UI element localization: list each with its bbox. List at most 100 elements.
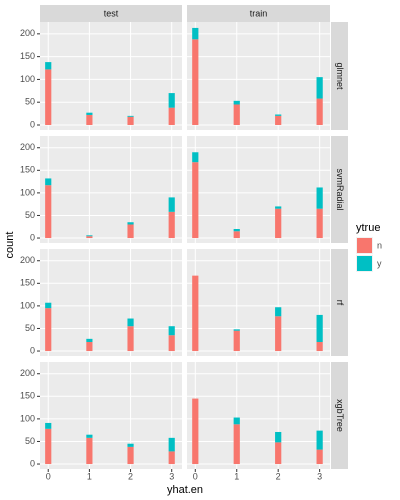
- x-tick-label: 1: [87, 471, 92, 481]
- y-tick-label: 150: [20, 391, 35, 401]
- bar: [275, 115, 282, 125]
- bar: [275, 431, 282, 443]
- bar: [45, 302, 52, 309]
- bar: [275, 206, 282, 209]
- bar: [168, 211, 175, 239]
- bar: [192, 39, 199, 125]
- panel: [40, 22, 182, 130]
- bar: [168, 451, 175, 465]
- facet-label: glmnet: [335, 62, 345, 90]
- facet-strip: [331, 22, 348, 130]
- y-tick-label: 50: [25, 97, 35, 107]
- y-tick-label: 50: [25, 436, 35, 446]
- x-tick-label: 0: [193, 471, 198, 481]
- bar: [316, 430, 323, 450]
- legend-key: [357, 256, 372, 271]
- legend-label: y: [377, 258, 382, 268]
- bar: [275, 442, 282, 465]
- bar: [45, 422, 52, 429]
- x-tick-label: 3: [317, 471, 322, 481]
- bar: [316, 208, 323, 239]
- bar: [45, 428, 52, 465]
- bar: [86, 434, 93, 438]
- y-tick-label: 200: [20, 28, 35, 38]
- bar: [168, 107, 175, 125]
- bar: [192, 398, 199, 465]
- y-tick-label: 150: [20, 51, 35, 61]
- y-tick-label: 0: [30, 232, 35, 242]
- panel: [40, 249, 182, 356]
- panel: [40, 136, 182, 243]
- bar: [316, 77, 323, 99]
- bar: [316, 187, 323, 209]
- bar: [233, 417, 240, 425]
- bar: [86, 342, 93, 352]
- facet-strip: [331, 136, 348, 243]
- legend-title: ytrue: [356, 222, 380, 234]
- y-tick-label: 100: [20, 413, 35, 423]
- bar: [127, 446, 134, 465]
- y-tick-label: 50: [25, 323, 35, 333]
- bar: [233, 424, 240, 465]
- panel: [187, 136, 330, 243]
- y-tick-label: 100: [20, 74, 35, 84]
- facet-strip: [331, 362, 348, 469]
- y-tick-label: 100: [20, 187, 35, 197]
- bar: [127, 222, 134, 225]
- panel: [187, 249, 330, 356]
- bar: [168, 93, 175, 108]
- panel: [40, 362, 182, 469]
- bar: [127, 318, 134, 327]
- bar: [233, 330, 240, 352]
- bar: [86, 112, 93, 115]
- bar: [316, 449, 323, 465]
- y-tick-label: 0: [30, 119, 35, 129]
- bar: [168, 197, 175, 212]
- y-tick-label: 150: [20, 278, 35, 288]
- bar: [168, 437, 175, 452]
- facet-strip: [40, 5, 182, 22]
- bar: [86, 338, 93, 343]
- legend-key: [357, 238, 372, 253]
- bar: [192, 152, 199, 163]
- bar: [127, 326, 134, 352]
- y-tick-label: 50: [25, 210, 35, 220]
- bar: [45, 69, 52, 125]
- x-tick-label: 0: [46, 471, 51, 481]
- facet-label: rf: [335, 300, 345, 306]
- facet-strip: [187, 5, 330, 22]
- facet-label: xgbTree: [335, 399, 345, 432]
- bar: [275, 114, 282, 116]
- facet-strip: [331, 249, 348, 356]
- y-tick-label: 0: [30, 458, 35, 468]
- bar: [86, 114, 93, 125]
- y-tick-label: 150: [20, 165, 35, 175]
- bar: [45, 178, 52, 186]
- legend-label: n: [377, 240, 382, 250]
- bar: [275, 316, 282, 352]
- bar: [168, 335, 175, 352]
- x-tick-label: 2: [128, 471, 133, 481]
- bar: [86, 235, 93, 237]
- x-tick-label: 2: [276, 471, 281, 481]
- x-tick-label: 3: [169, 471, 174, 481]
- facet-label: test: [104, 8, 119, 18]
- bar: [127, 443, 134, 447]
- y-tick-label: 200: [20, 142, 35, 152]
- bar: [192, 27, 199, 40]
- bar: [192, 275, 199, 352]
- bar: [316, 314, 323, 343]
- panel: [187, 22, 330, 130]
- bar: [233, 104, 240, 125]
- facet-label: svmRadial: [335, 168, 345, 210]
- panel: [187, 362, 330, 469]
- y-tick-label: 0: [30, 345, 35, 355]
- bar: [233, 100, 240, 105]
- x-axis-label: yhat.en: [167, 484, 203, 496]
- bar: [233, 229, 240, 232]
- y-axis-label: count: [4, 232, 16, 259]
- bar: [233, 329, 240, 331]
- bar: [45, 185, 52, 239]
- bar: [127, 224, 134, 239]
- bar: [316, 342, 323, 352]
